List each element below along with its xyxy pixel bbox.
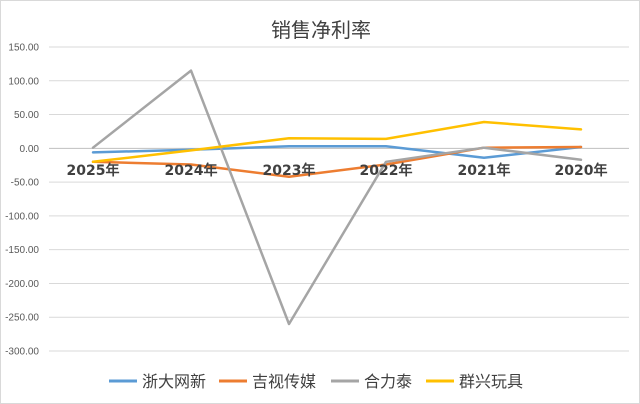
legend-label: 吉视传媒	[252, 372, 316, 391]
y-tick-label: -250.00	[5, 313, 39, 324]
series-line-2	[91, 69, 583, 326]
legend-label: 合力泰	[364, 372, 412, 391]
x-axis-categories: 2025年 2024年 2023年 2022年 2021年 2020年	[67, 162, 608, 179]
legend-label: 浙大网新	[142, 372, 206, 391]
y-tick-label: -100.00	[5, 211, 39, 222]
x-category-label: 2023年	[263, 162, 316, 179]
legend-item[interactable]: 浙大网新	[109, 372, 206, 391]
legend-item[interactable]: 群兴玩具	[426, 372, 523, 391]
y-tick-label: 0.00	[20, 144, 40, 155]
x-category-label: 2022年	[360, 162, 413, 179]
x-category-label: 2024年	[165, 162, 218, 179]
series-lines	[91, 69, 583, 326]
y-tick-label: -200.00	[5, 279, 39, 290]
legend-label: 群兴玩具	[459, 372, 523, 391]
y-tick-label: 50.00	[14, 110, 39, 121]
y-tick-label: -300.00	[5, 347, 39, 358]
y-axis-ticks: 150.00 100.00 50.00 0.00 -50.00 -100.00 -150.0…	[5, 43, 39, 358]
chart-title: 销售净利率	[271, 18, 371, 42]
y-tick-label: -150.00	[5, 245, 39, 256]
y-tick-label: -50.00	[11, 178, 40, 189]
x-category-label: 2025年	[67, 162, 120, 179]
legend[interactable]: 浙大网新 吉视传媒 合力泰 群兴玩具	[109, 372, 523, 391]
x-category-label: 2021年	[458, 162, 511, 179]
legend-item[interactable]: 吉视传媒	[219, 372, 316, 391]
legend-item[interactable]: 合力泰	[331, 372, 412, 391]
series-line-0	[91, 145, 583, 160]
gridlines	[49, 46, 629, 352]
series-line-1	[91, 145, 583, 178]
series-line-3	[91, 120, 583, 164]
y-tick-label: 150.00	[8, 43, 39, 54]
x-category-label: 2020年	[555, 162, 608, 179]
y-tick-label: 100.00	[8, 76, 39, 87]
